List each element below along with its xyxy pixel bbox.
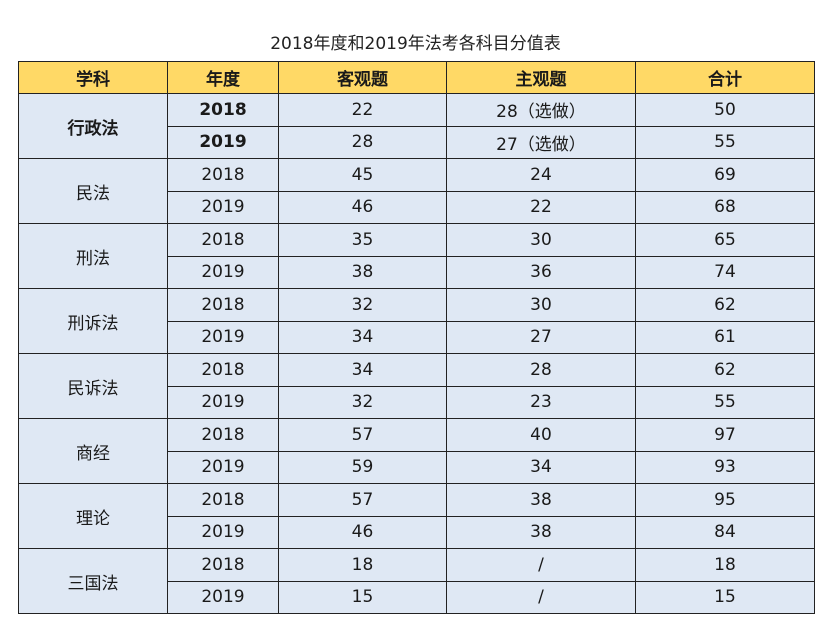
subjective-cell: 38 <box>446 483 636 517</box>
table-row: 行政法 2018 22 28（选做） 50 <box>18 93 815 159</box>
table-row: 2019 34 27 61 <box>19 320 815 354</box>
subjective-cell: 27 <box>446 320 636 354</box>
header-year: 年度 <box>167 61 279 94</box>
subjective-cell: 28（选做） <box>446 93 636 127</box>
subjective-cell: 40 <box>446 418 636 452</box>
year-cell: 2018 <box>167 288 279 322</box>
header-total: 合计 <box>635 61 815 94</box>
table-row: 2019 59 34 93 <box>19 450 815 484</box>
objective-cell: 45 <box>278 158 447 192</box>
objective-cell: 34 <box>278 320 447 354</box>
total-cell: 62 <box>635 353 815 387</box>
header-subjective: 主观题 <box>446 61 636 94</box>
total-cell: 55 <box>635 385 815 419</box>
total-cell: 68 <box>635 190 815 224</box>
subject-cell: 刑法 <box>18 223 168 289</box>
header-row: 学科 年度 客观题 主观题 合计 <box>18 61 815 94</box>
total-cell: 55 <box>635 125 815 159</box>
subjective-cell: 38 <box>446 515 636 549</box>
year-cell: 2018 <box>167 548 279 582</box>
objective-cell: 32 <box>278 288 447 322</box>
subjective-cell: 24 <box>446 158 636 192</box>
objective-cell: 46 <box>278 190 447 224</box>
subject-cell: 行政法 <box>18 93 168 159</box>
total-cell: 15 <box>635 580 815 614</box>
subjective-cell: / <box>446 548 636 582</box>
objective-cell: 35 <box>278 223 447 257</box>
total-cell: 93 <box>635 450 815 484</box>
header-subject: 学科 <box>18 61 168 94</box>
year-cell: 2019 <box>167 580 279 614</box>
table-row: 2019 15 / 15 <box>19 580 815 614</box>
total-cell: 69 <box>635 158 815 192</box>
subjective-cell: 23 <box>446 385 636 419</box>
total-cell: 95 <box>635 483 815 517</box>
total-cell: 97 <box>635 418 815 452</box>
subject-cell: 商经 <box>18 418 168 484</box>
objective-cell: 18 <box>278 548 447 582</box>
table-row: 民诉法 2018 34 28 62 <box>18 353 815 419</box>
year-cell: 2019 <box>167 515 279 549</box>
year-cell: 2019 <box>167 190 279 224</box>
year-cell: 2018 <box>167 483 279 517</box>
total-cell: 18 <box>635 548 815 582</box>
subjective-cell: 30 <box>446 288 636 322</box>
header-objective: 客观题 <box>278 61 447 94</box>
score-table: 学科 年度 客观题 主观题 合计 行政法 2018 22 28（选做） 50 2… <box>18 61 815 614</box>
objective-cell: 59 <box>278 450 447 484</box>
subjective-cell: 28 <box>446 353 636 387</box>
year-cell: 2019 <box>167 450 279 484</box>
objective-cell: 22 <box>278 93 447 127</box>
objective-cell: 28 <box>278 125 447 159</box>
table-caption: 2018年度和2019年法考各科目分值表 <box>270 34 561 54</box>
subject-cell: 民诉法 <box>18 353 168 419</box>
table-row: 2019 28 27（选做） 55 <box>19 125 815 159</box>
total-cell: 84 <box>635 515 815 549</box>
table-row: 商经 2018 57 40 97 <box>18 418 815 484</box>
subjective-cell: / <box>446 580 636 614</box>
table-row: 2019 46 22 68 <box>19 190 815 224</box>
subject-cell: 刑诉法 <box>18 288 168 354</box>
year-cell: 2018 <box>167 418 279 452</box>
subjective-cell: 30 <box>446 223 636 257</box>
objective-cell: 57 <box>278 418 447 452</box>
objective-cell: 32 <box>278 385 447 419</box>
year-cell: 2018 <box>167 93 279 127</box>
subjective-cell: 27（选做） <box>446 125 636 159</box>
year-cell: 2019 <box>167 255 279 289</box>
objective-cell: 46 <box>278 515 447 549</box>
year-cell: 2018 <box>167 158 279 192</box>
objective-cell: 38 <box>278 255 447 289</box>
table-row: 刑诉法 2018 32 30 62 <box>18 288 815 354</box>
table-row: 理论 2018 57 38 95 <box>18 483 815 549</box>
table-row: 2019 32 23 55 <box>19 385 815 419</box>
year-cell: 2018 <box>167 353 279 387</box>
table-row: 2019 46 38 84 <box>19 515 815 549</box>
objective-cell: 15 <box>278 580 447 614</box>
year-cell: 2018 <box>167 223 279 257</box>
subjective-cell: 34 <box>446 450 636 484</box>
subject-cell: 理论 <box>18 483 168 549</box>
total-cell: 50 <box>635 93 815 127</box>
total-cell: 74 <box>635 255 815 289</box>
total-cell: 65 <box>635 223 815 257</box>
subjective-cell: 22 <box>446 190 636 224</box>
table-row: 2019 38 36 74 <box>19 255 815 289</box>
year-cell: 2019 <box>167 385 279 419</box>
total-cell: 62 <box>635 288 815 322</box>
objective-cell: 57 <box>278 483 447 517</box>
subject-cell: 三国法 <box>18 548 168 614</box>
subject-cell: 民法 <box>18 158 168 224</box>
table-row: 三国法 2018 18 / 18 <box>18 548 815 614</box>
year-cell: 2019 <box>167 320 279 354</box>
objective-cell: 34 <box>278 353 447 387</box>
total-cell: 61 <box>635 320 815 354</box>
year-cell: 2019 <box>167 125 279 159</box>
table-row: 刑法 2018 35 30 65 <box>18 223 815 289</box>
subjective-cell: 36 <box>446 255 636 289</box>
table-row: 民法 2018 45 24 69 <box>18 158 815 224</box>
